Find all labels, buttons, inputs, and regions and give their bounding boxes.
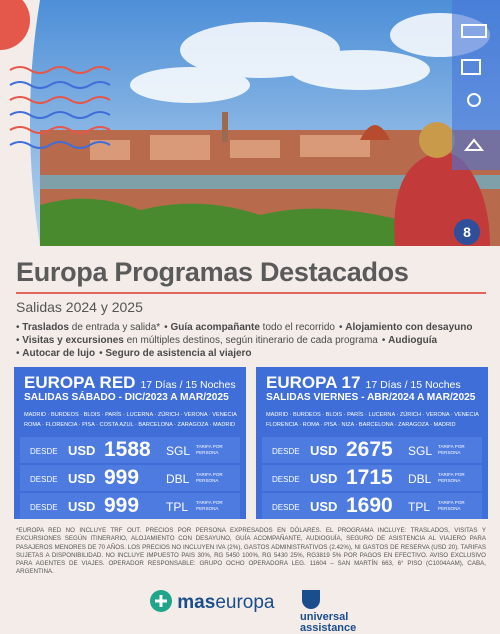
divider	[16, 292, 486, 294]
price-currency: USD	[68, 499, 96, 514]
price-note: TARIFA POR PERSONA	[438, 500, 465, 511]
logo-line: assistance	[300, 622, 357, 634]
program-departures: SALIDAS VIERNES - ABR/2024 A MAR/2025	[266, 392, 476, 403]
price-row: DESDE USD 999 DBL TARIFA POR PERSONA	[20, 465, 240, 491]
price-label: DESDE	[30, 475, 58, 484]
feature-strong: Guía acompañante	[170, 322, 260, 333]
price-label: DESDE	[272, 503, 300, 512]
price-currency: USD	[68, 443, 96, 458]
title: Europa Programas Destacados	[16, 257, 409, 287]
price-note: TARIFA POR PERSONA	[438, 444, 465, 455]
price-currency: USD	[310, 471, 338, 486]
price-note: TARIFA POR PERSONA	[196, 444, 223, 455]
feature-strong: Traslados	[22, 322, 69, 333]
price-currency: USD	[310, 499, 338, 514]
feature-line: Visitas y excursiones en múltiples desti…	[16, 334, 486, 347]
features: Traslados de entrada y salida*Guía acomp…	[16, 321, 486, 360]
program-card: EUROPA RED 17 Días / 15 Noches SALIDAS SÁB…	[14, 367, 246, 519]
feature: Autocar de lujo	[16, 348, 95, 359]
price-currency: USD	[310, 443, 338, 458]
feature: Seguro de asistencia al viajero	[99, 348, 251, 359]
price-label: DESDE	[272, 475, 300, 484]
feature-strong: Seguro de asistencia al viajero	[105, 348, 252, 359]
feature: Guía acompañante todo el recorrido	[164, 322, 335, 333]
program-duration: 17 Días / 15 Noches	[140, 379, 236, 391]
price-room: TPL	[166, 500, 189, 514]
price-currency: USD	[68, 471, 96, 486]
feature: Audioguía	[382, 335, 437, 346]
feature: Traslados de entrada y salida*	[16, 322, 160, 333]
feature-strong: Audioguía	[388, 335, 438, 346]
feature-strong: Visitas y excursiones	[22, 335, 124, 346]
price-row: DESDE USD 1715 DBL TARIFA POR PERSONA	[262, 465, 482, 491]
program-card: EUROPA 17 17 Días / 15 Noches SALIDAS VIER…	[256, 367, 488, 519]
price-amount: 2675	[346, 438, 393, 461]
program-title: EUROPA RED	[24, 373, 136, 392]
logo-universal: universal assistance	[300, 588, 356, 634]
program-title: EUROPA 17	[266, 373, 361, 392]
price-amount: 1715	[346, 466, 393, 489]
program-departures: SALIDAS SÁBADO - DIC/2023 A MAR/2025	[24, 392, 229, 403]
feature-rest: de entrada y salida*	[68, 322, 161, 333]
feature: Alojamiento con desayuno	[339, 322, 473, 333]
feature-strong: Autocar de lujo	[22, 348, 96, 359]
logo-maseuropa: maseuropa	[150, 590, 274, 614]
price-note: TARIFA POR PERSONA	[438, 472, 465, 483]
feature-line: Autocar de lujo Seguro de asistencia al v…	[16, 347, 486, 360]
price-row: DESDE USD 1690 TPL TARIFA POR PERSONA	[262, 493, 482, 519]
feature-rest: en múltiples destinos, según itinerario …	[123, 335, 378, 346]
program-cities: FLORENCIA · ROMA · PISA · NIZA · BARCELO…	[266, 422, 456, 428]
logo-icon	[302, 590, 320, 609]
subtitle: Salidas 2024 y 2025	[16, 299, 143, 315]
price-amount: 999	[104, 466, 140, 489]
price-amount: 1690	[346, 494, 393, 517]
price-room: TPL	[408, 500, 431, 514]
price-amount: 999	[104, 494, 140, 517]
price-room: DBL	[408, 472, 432, 486]
feature: Visitas y excursiones en múltiples desti…	[16, 335, 378, 346]
price-label: DESDE	[272, 447, 300, 456]
price-row: DESDE USD 999 TPL TARIFA POR PERSONA	[20, 493, 240, 519]
price-note: TARIFA POR PERSONA	[196, 500, 223, 511]
logo-line: universal	[300, 611, 349, 623]
hero-photo: 8	[0, 0, 500, 246]
badge: 8	[463, 224, 471, 240]
program-cities: MADRID · BURDEOS · BLOIS · PARÍS · LUCER…	[266, 412, 479, 418]
price-row: DESDE USD 2675 SGL TARIFA POR PERSONA	[262, 437, 482, 463]
price-room: DBL	[166, 472, 190, 486]
program-cities: ROMA · FLORENCIA · PISA · COSTA AZUL · B…	[24, 422, 236, 428]
feature-strong: Alojamiento con desayuno	[345, 322, 473, 333]
logo-strong: mas	[177, 592, 216, 613]
price-room: SGL	[408, 444, 433, 458]
program-cities: MADRID · BURDEOS · BLOIS · PARÍS · LUCER…	[24, 412, 237, 418]
price-amount: 1588	[104, 438, 151, 461]
program-name: EUROPA RED 17 Días / 15 Noches	[24, 373, 236, 393]
price-label: DESDE	[30, 503, 58, 512]
feature-rest: todo el recorrido	[259, 322, 335, 333]
price-row: DESDE USD 1588 SGL TARIFA POR PERSONA	[20, 437, 240, 463]
feature-line: Traslados de entrada y salida*Guía acomp…	[16, 321, 486, 334]
logo-icon	[150, 590, 172, 612]
logo-rest: europa	[215, 592, 275, 613]
program-name: EUROPA 17 17 Días / 15 Noches	[266, 373, 461, 393]
price-note: TARIFA POR PERSONA	[196, 472, 223, 483]
disclaimer: *EUROPA RED NO INCLUYE TRF OUT. PRECIOS …	[16, 527, 486, 576]
price-label: DESDE	[30, 447, 58, 456]
program-duration: 17 Días / 15 Noches	[365, 379, 461, 391]
price-room: SGL	[166, 444, 191, 458]
